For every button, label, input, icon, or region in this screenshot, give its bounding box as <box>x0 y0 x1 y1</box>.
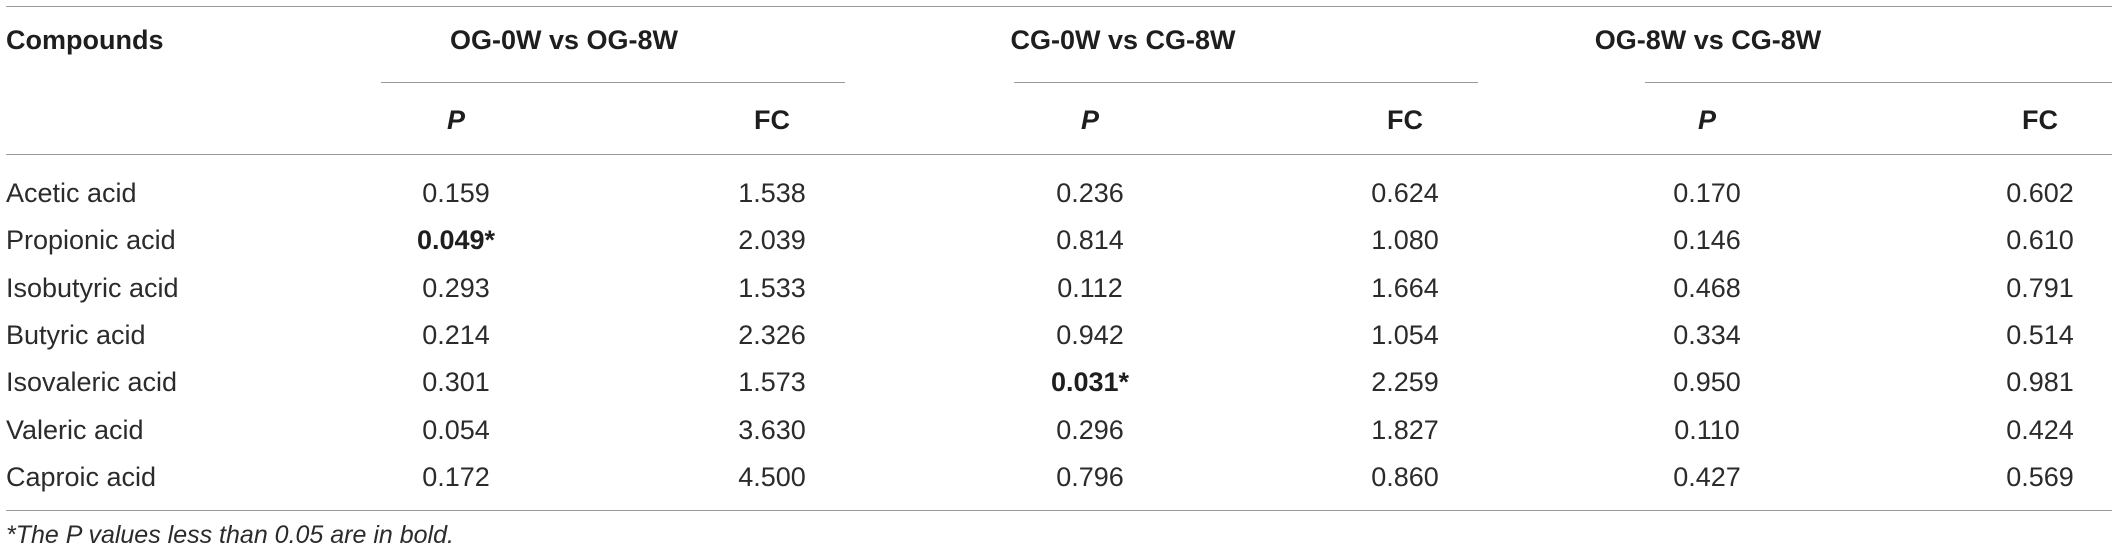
fc-value-cell: 1.538 <box>738 178 806 208</box>
fc-value-cell: 2.259 <box>1371 367 1439 397</box>
p-value-cell: 0.950 <box>1673 367 1741 397</box>
table-footnote: *The P values less than 0.05 are in bold… <box>6 521 454 549</box>
fc-value-cell: 0.424 <box>2006 415 2074 445</box>
compound-name: Isovaleric acid <box>6 367 178 397</box>
p-header-og-cg: P <box>1697 105 1717 135</box>
group-header-og: OG-0W vs OG-8W <box>449 25 679 55</box>
fc-value-cell: 1.664 <box>1371 273 1439 303</box>
fc-value-cell: 1.054 <box>1371 320 1439 350</box>
p-value-cell: 0.112 <box>1057 273 1123 303</box>
p-value-cell: 0.172 <box>422 462 490 492</box>
p-value-cell: 0.146 <box>1673 225 1741 255</box>
compound-name: Caproic acid <box>6 462 157 492</box>
fc-value-cell: 2.326 <box>738 320 806 350</box>
p-value-cell: 0.236 <box>1056 178 1124 208</box>
fc-value-cell: 1.827 <box>1371 415 1439 445</box>
compound-name: Isobutyric acid <box>6 273 179 303</box>
p-value-cell: 0.293 <box>422 273 490 303</box>
p-value-cell: 0.159 <box>422 178 490 208</box>
fc-value-cell: 2.039 <box>738 225 806 255</box>
compound-name: Butyric acid <box>6 320 146 350</box>
group-rule-og <box>381 82 845 83</box>
fc-value-cell: 0.624 <box>1371 178 1439 208</box>
compounds-header: Compounds <box>6 25 164 55</box>
fc-value-cell: 1.080 <box>1371 225 1439 255</box>
fc-value-cell: 0.981 <box>2006 367 2074 397</box>
fc-value-cell: 0.514 <box>2006 320 2074 350</box>
p-value-cell: 0.301 <box>422 367 490 397</box>
top-rule <box>6 6 2112 7</box>
fc-value-cell: 0.602 <box>2006 178 2074 208</box>
p-value-cell: 0.031* <box>1050 367 1130 397</box>
p-value-cell: 0.942 <box>1056 320 1124 350</box>
p-value-cell: 0.468 <box>1673 273 1741 303</box>
p-value-cell: 0.296 <box>1056 415 1124 445</box>
bottom-rule <box>6 510 2112 511</box>
p-value-cell: 0.170 <box>1673 178 1741 208</box>
header-rule <box>6 154 2112 155</box>
p-value-cell: 0.049* <box>416 225 496 255</box>
fc-value-cell: 4.500 <box>738 462 806 492</box>
fc-value-cell: 0.569 <box>2006 462 2074 492</box>
group-rule-cg <box>1014 82 1478 83</box>
fc-value-cell: 0.610 <box>2006 225 2074 255</box>
p-header-og: P <box>446 105 466 135</box>
fc-value-cell: 1.533 <box>738 273 806 303</box>
compound-name: Valeric acid <box>6 415 144 445</box>
fc-value-cell: 0.860 <box>1371 462 1439 492</box>
group-rule-og-cg <box>1645 82 2112 83</box>
p-value-cell: 0.814 <box>1056 225 1124 255</box>
compound-name: Propionic acid <box>6 225 176 255</box>
fc-header-cg: FC <box>1387 105 1423 135</box>
p-value-cell: 0.214 <box>422 320 490 350</box>
p-value-cell: 0.334 <box>1673 320 1741 350</box>
fc-value-cell: 1.573 <box>738 367 806 397</box>
fc-header-og: FC <box>754 105 790 135</box>
p-value-cell: 0.427 <box>1673 462 1741 492</box>
fc-header-og-cg: FC <box>2022 105 2058 135</box>
fc-value-cell: 3.630 <box>738 415 806 445</box>
group-header-cg: CG-0W vs CG-8W <box>1010 25 1236 55</box>
p-header-cg: P <box>1080 105 1100 135</box>
p-value-cell: 0.796 <box>1056 462 1124 492</box>
fc-value-cell: 0.791 <box>2006 273 2074 303</box>
group-header-og-cg: OG-8W vs CG-8W <box>1594 25 1822 55</box>
p-value-cell: 0.110 <box>1674 415 1740 445</box>
compound-name: Acetic acid <box>6 178 137 208</box>
p-value-cell: 0.054 <box>422 415 490 445</box>
